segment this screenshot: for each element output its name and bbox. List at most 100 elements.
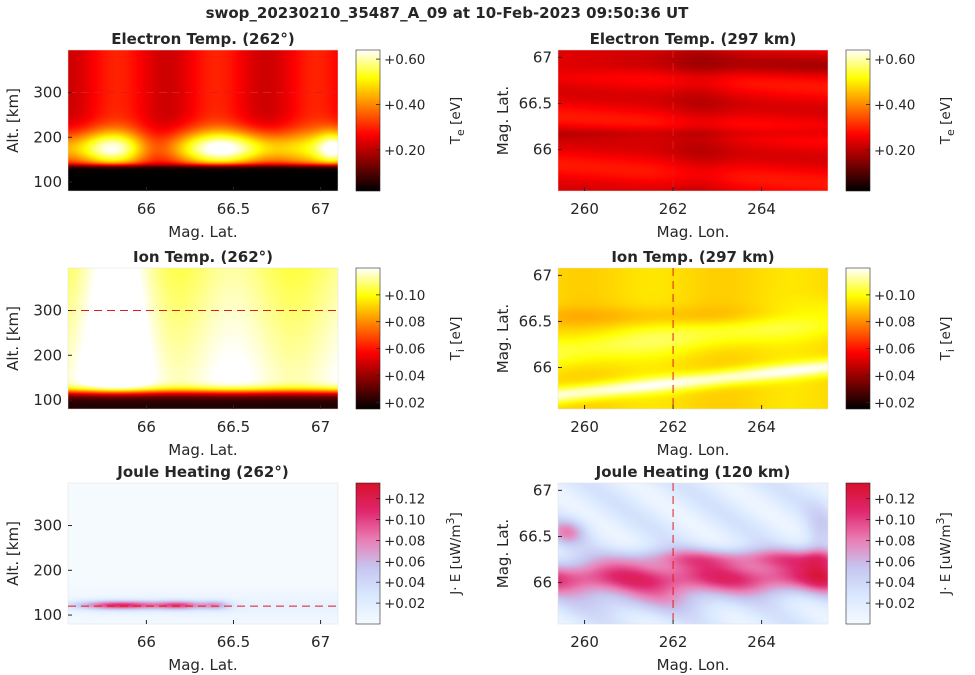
y-tick-label: 66 bbox=[533, 574, 552, 592]
axes-frame bbox=[67, 267, 339, 410]
colorbar-label: Te [eV] bbox=[448, 97, 467, 145]
x-tick-label: 260 bbox=[570, 418, 599, 436]
colorbar bbox=[355, 482, 381, 625]
x-axis-label: Mag. Lon. bbox=[657, 223, 730, 241]
figure-title: swop_20230210_35487_A_09 at 10-Feb-2023 … bbox=[206, 4, 690, 22]
axes-frame bbox=[557, 49, 829, 192]
panel-title: Electron Temp. (297 km) bbox=[590, 30, 797, 48]
x-tick-label: 264 bbox=[747, 200, 776, 218]
y-tick-label: 200 bbox=[33, 346, 62, 364]
x-tick-label: 264 bbox=[747, 633, 776, 651]
y-tick-label: 300 bbox=[33, 517, 62, 535]
x-axis-label: Mag. Lat. bbox=[168, 656, 237, 674]
heatmap-image bbox=[68, 483, 338, 624]
x-tick-label: 260 bbox=[570, 200, 599, 218]
x-tick-label: 66 bbox=[137, 200, 156, 218]
colorbar-tick-label: +0.10 bbox=[384, 288, 425, 304]
axes-frame bbox=[557, 482, 829, 625]
colorbar-tick-label: +0.08 bbox=[384, 315, 425, 331]
colorbar-tick-label: +0.04 bbox=[874, 575, 915, 591]
panel-4: Ion Temp. (297 km) 260 262 264 66 66.5 67 Mag. … bbox=[494, 248, 957, 459]
colorbar-tick-label: +0.12 bbox=[384, 492, 425, 508]
panel-title: Ion Temp. (262°) bbox=[133, 248, 273, 266]
axes-frame bbox=[557, 267, 829, 410]
axes-frame bbox=[67, 482, 339, 625]
colorbar-label: J· E [uW/m3] bbox=[934, 512, 954, 596]
y-tick-label: 66 bbox=[533, 359, 552, 377]
y-axis-label: Mag. Lat. bbox=[494, 304, 512, 373]
colorbar-tick-label: +0.10 bbox=[384, 513, 425, 529]
colorbar-tick-label: +0.40 bbox=[874, 98, 915, 114]
panel-2: Electron Temp. (297 km) 260 262 264 66 66.5 67… bbox=[494, 30, 957, 241]
y-axis-label: Alt. [km] bbox=[4, 88, 22, 153]
colorbar-tick-label: +0.60 bbox=[384, 52, 425, 68]
y-axis-label: Alt. [km] bbox=[4, 306, 22, 371]
colorbar-tick-label: +0.02 bbox=[384, 395, 425, 411]
colorbar-tick-label: +0.06 bbox=[874, 554, 915, 570]
y-tick-label: 300 bbox=[33, 84, 62, 102]
panel-title: Ion Temp. (297 km) bbox=[611, 248, 774, 266]
colorbar bbox=[355, 267, 381, 410]
panel-1: Electron Temp. (262°) 66 66.5 67 100 200 300 Ma… bbox=[4, 30, 467, 241]
colorbar-tick-label: +0.10 bbox=[874, 288, 915, 304]
x-tick-label: 262 bbox=[659, 633, 688, 651]
colorbar-tick-label: +0.02 bbox=[384, 596, 425, 612]
colorbar-tick-label: +0.20 bbox=[874, 143, 915, 159]
y-tick-label: 66 bbox=[533, 141, 552, 159]
y-axis-label: Alt. [km] bbox=[4, 521, 22, 586]
x-tick-label: 66 bbox=[137, 633, 156, 651]
y-tick-label: 300 bbox=[33, 302, 62, 320]
y-tick-label: 200 bbox=[33, 561, 62, 579]
colorbar-tick-label: +0.02 bbox=[874, 596, 915, 612]
panel-5: Joule Heating (262°) 66 66.5 67 100 200 300 Mag… bbox=[4, 463, 464, 674]
colorbar-tick-label: +0.02 bbox=[874, 395, 915, 411]
panels: Electron Temp. (262°) 66 66.5 67 100 200 300 Ma… bbox=[4, 30, 957, 674]
x-tick-label: 67 bbox=[311, 200, 330, 218]
heatmap-image bbox=[68, 50, 338, 191]
x-tick-label: 66 bbox=[137, 418, 156, 436]
colorbar-tick-label: +0.04 bbox=[874, 368, 915, 384]
y-tick-label: 100 bbox=[33, 173, 62, 191]
colorbar-tick-label: +0.12 bbox=[874, 492, 915, 508]
heatmap-image bbox=[68, 268, 338, 409]
colorbar-tick-label: +0.60 bbox=[874, 52, 915, 68]
y-tick-label: 66.5 bbox=[519, 527, 552, 545]
y-tick-label: 67 bbox=[533, 481, 552, 499]
x-tick-label: 262 bbox=[659, 200, 688, 218]
colorbar bbox=[355, 49, 381, 192]
heatmap-image bbox=[558, 483, 828, 624]
y-axis-label: Mag. Lat. bbox=[494, 86, 512, 155]
y-tick-label: 67 bbox=[533, 266, 552, 284]
colorbar-tick-label: +0.08 bbox=[384, 533, 425, 549]
colorbar bbox=[845, 49, 871, 192]
colorbar-label: Ti [eV] bbox=[938, 317, 957, 362]
x-tick-label: 66.5 bbox=[217, 200, 250, 218]
x-axis-label: Mag. Lon. bbox=[657, 441, 730, 459]
x-tick-label: 260 bbox=[570, 633, 599, 651]
x-tick-label: 264 bbox=[747, 418, 776, 436]
heatmap-image bbox=[558, 268, 828, 409]
y-tick-label: 67 bbox=[533, 48, 552, 66]
x-axis-label: Mag. Lat. bbox=[168, 223, 237, 241]
colorbar-tick-label: +0.06 bbox=[874, 342, 915, 358]
panel-6: Joule Heating (120 km) 260 262 264 66 66.5 67 M… bbox=[494, 463, 954, 674]
colorbar-tick-label: +0.06 bbox=[384, 554, 425, 570]
x-tick-label: 66.5 bbox=[217, 633, 250, 651]
panel-title: Electron Temp. (262°) bbox=[111, 30, 294, 48]
colorbar-tick-label: +0.08 bbox=[874, 533, 915, 549]
y-axis-label: Mag. Lat. bbox=[494, 519, 512, 588]
colorbar-tick-label: +0.10 bbox=[874, 513, 915, 529]
x-tick-label: 262 bbox=[659, 418, 688, 436]
colorbar-label: Ti [eV] bbox=[448, 317, 467, 362]
x-tick-label: 66.5 bbox=[217, 418, 250, 436]
panel-3: Ion Temp. (262°) 66 66.5 67 100 200 300 Mag. La… bbox=[4, 248, 467, 459]
colorbar bbox=[845, 482, 871, 625]
y-tick-label: 100 bbox=[33, 391, 62, 409]
y-tick-label: 66.5 bbox=[519, 94, 552, 112]
colorbar-label: Te [eV] bbox=[938, 97, 957, 145]
colorbar-tick-label: +0.04 bbox=[384, 368, 425, 384]
y-tick-label: 100 bbox=[33, 606, 62, 624]
colorbar bbox=[845, 267, 871, 410]
x-tick-label: 67 bbox=[311, 418, 330, 436]
